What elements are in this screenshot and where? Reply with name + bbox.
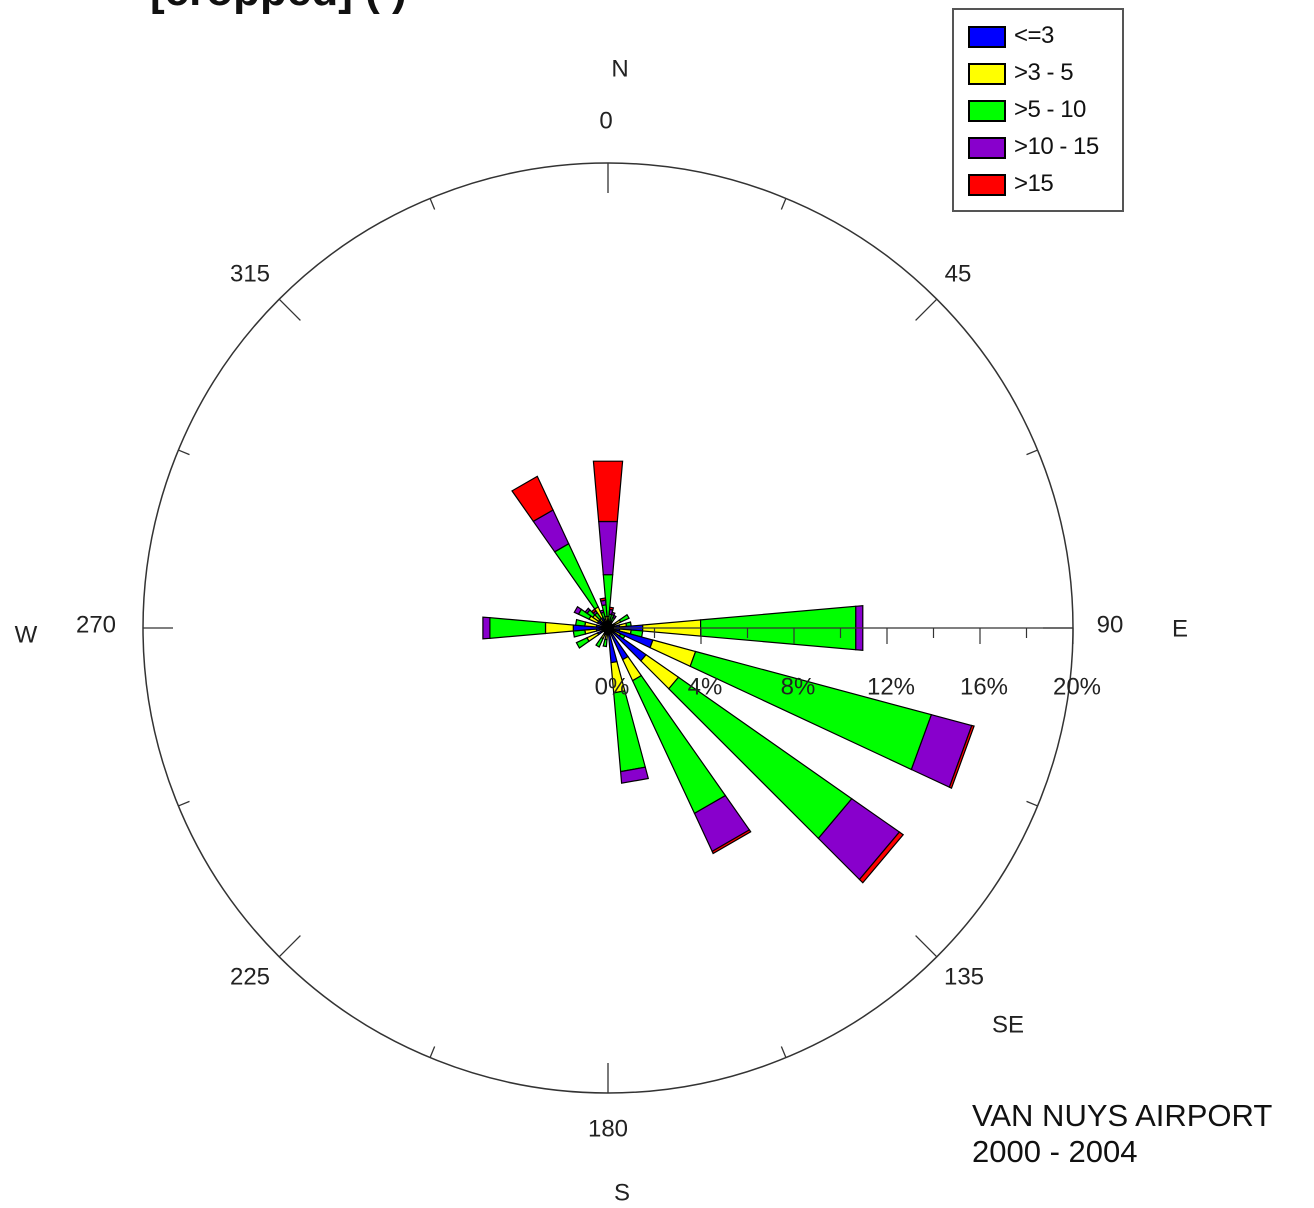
petal-segment	[511, 475, 554, 523]
direction-major-tick	[915, 298, 938, 321]
petal-segment	[619, 766, 650, 784]
petal-segment	[711, 829, 752, 855]
petal-segment	[489, 617, 547, 639]
petal-segment	[608, 606, 615, 611]
petal-segment	[553, 542, 599, 610]
legend-label: >3 - 5	[1014, 59, 1074, 86]
petal-segment	[575, 637, 590, 649]
petal-segment	[598, 520, 618, 576]
radial-tick-label: 12%	[867, 673, 915, 700]
petal-segment	[858, 831, 905, 884]
legend-swatch	[968, 100, 1006, 122]
cardinal-label: SE	[992, 1011, 1024, 1038]
petal-segment	[573, 605, 583, 615]
petal-segment	[602, 638, 608, 648]
direction-minor-tick	[780, 1046, 787, 1058]
cardinal-label: W	[15, 621, 38, 648]
direction-tick-label: 225	[230, 963, 270, 990]
petal-segment	[482, 616, 491, 640]
direction-tick-label: 0	[599, 107, 612, 134]
petal-segment	[948, 724, 975, 790]
legend-swatch	[968, 63, 1006, 85]
legend-swatch	[968, 26, 1006, 48]
petal-segment	[595, 636, 604, 648]
direction-minor-tick	[429, 198, 436, 210]
station-name: VAN NUYS AIRPORT	[972, 1098, 1273, 1133]
petal-segment	[592, 460, 624, 523]
station-caption: VAN NUYS AIRPORT 2000 - 2004	[972, 1098, 1272, 1170]
direction-tick-label: 315	[230, 260, 270, 287]
legend-label: >10 - 15	[1014, 133, 1099, 160]
cardinal-label: S	[614, 1179, 630, 1206]
cardinal-label: E	[1172, 615, 1188, 642]
petal-segment	[612, 614, 617, 620]
petal-segment	[613, 690, 647, 773]
direction-minor-tick	[780, 198, 787, 210]
petal-segment	[584, 621, 598, 628]
petal-segment	[544, 621, 574, 635]
petal-segment	[599, 597, 607, 602]
radial-tick-label: 8%	[781, 673, 816, 700]
center-point	[602, 622, 614, 634]
direction-tick-label: 90	[1097, 611, 1124, 638]
legend-swatch	[968, 137, 1006, 159]
direction-tick-label: 45	[945, 260, 972, 287]
legend-label: >15	[1014, 170, 1054, 197]
petal-segment	[584, 607, 591, 615]
petal-segment	[610, 611, 616, 617]
cardinal-label: N	[611, 55, 628, 82]
petal-segment	[574, 618, 587, 627]
legend-swatch	[968, 174, 1006, 196]
legend-label: >5 - 10	[1014, 96, 1086, 123]
direction-tick-label: 270	[76, 611, 116, 638]
direction-tick-label: 135	[944, 963, 984, 990]
legend-label: <=3	[1014, 22, 1054, 49]
radial-tick-label: 20%	[1053, 673, 1101, 700]
radial-tick-label: 4%	[688, 673, 723, 700]
direction-major-tick	[278, 298, 301, 321]
direction-tick-label: 180	[588, 1115, 628, 1142]
radial-tick-label: 0%	[595, 673, 630, 700]
legend: <=3 >3 - 5 >5 - 10 >10 - 15 >15	[952, 8, 1124, 212]
direction-major-tick	[915, 935, 938, 958]
direction-minor-tick	[429, 1046, 436, 1058]
direction-minor-tick	[1026, 800, 1038, 807]
radial-tick-label: 16%	[960, 673, 1008, 700]
direction-major-tick	[278, 935, 301, 958]
direction-minor-tick	[178, 449, 190, 456]
petal-segment	[618, 613, 630, 623]
station-period: 2000 - 2004	[972, 1134, 1138, 1169]
direction-minor-tick	[1026, 449, 1038, 456]
page-title: [cropped] ( )	[150, 0, 407, 16]
direction-minor-tick	[178, 800, 190, 807]
